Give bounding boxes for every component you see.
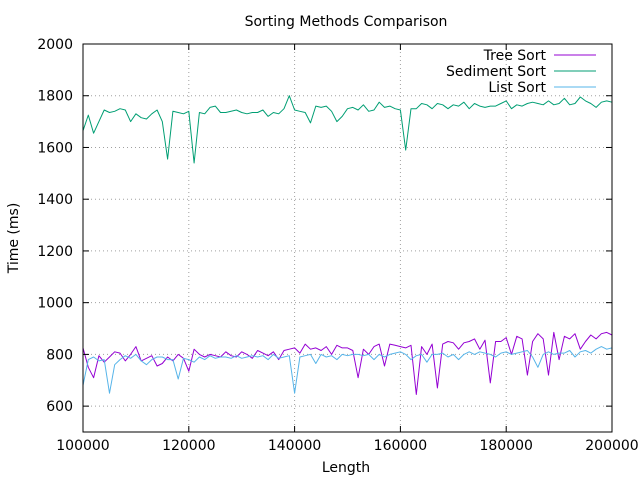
y-tick-label: 2000 — [37, 37, 73, 53]
x-tick-label: 120000 — [162, 438, 215, 454]
y-tick-labels: 600 800 1000 1200 1400 1600 1800 2000 — [37, 37, 73, 415]
y-tick-label: 800 — [46, 347, 73, 363]
legend-label-tree-sort: Tree Sort — [483, 48, 547, 64]
y-tick-label: 1800 — [37, 89, 73, 105]
x-tick-label: 160000 — [374, 438, 427, 454]
legend-label-sediment-sort: Sediment Sort — [446, 64, 547, 80]
legend-label-list-sort: List Sort — [488, 80, 546, 96]
x-tick-labels: 100000 120000 140000 160000 180000 200000 — [56, 438, 638, 454]
y-tick-label: 1400 — [37, 192, 73, 208]
series-line-list-sort — [82, 346, 613, 394]
x-axis-label: Length — [322, 460, 370, 476]
chart-title: Sorting Methods Comparison — [245, 14, 448, 30]
y-tick-label: 1600 — [37, 140, 73, 156]
plot-frame — [82, 43, 613, 433]
x-tick-label: 180000 — [479, 438, 532, 454]
y-axis-label: Time (ms) — [6, 203, 22, 275]
axis-ticks — [82, 43, 613, 432]
series-line-sediment-sort — [82, 95, 613, 164]
x-tick-label: 140000 — [268, 438, 321, 454]
series-line-tree-sort — [82, 331, 613, 395]
y-tick-label: 1200 — [37, 244, 73, 260]
x-tick-label: 200000 — [585, 438, 638, 454]
x-tick-label: 100000 — [56, 438, 109, 454]
y-tick-label: 600 — [46, 399, 73, 415]
series-lines — [82, 95, 613, 395]
y-tick-label: 1000 — [37, 296, 73, 312]
